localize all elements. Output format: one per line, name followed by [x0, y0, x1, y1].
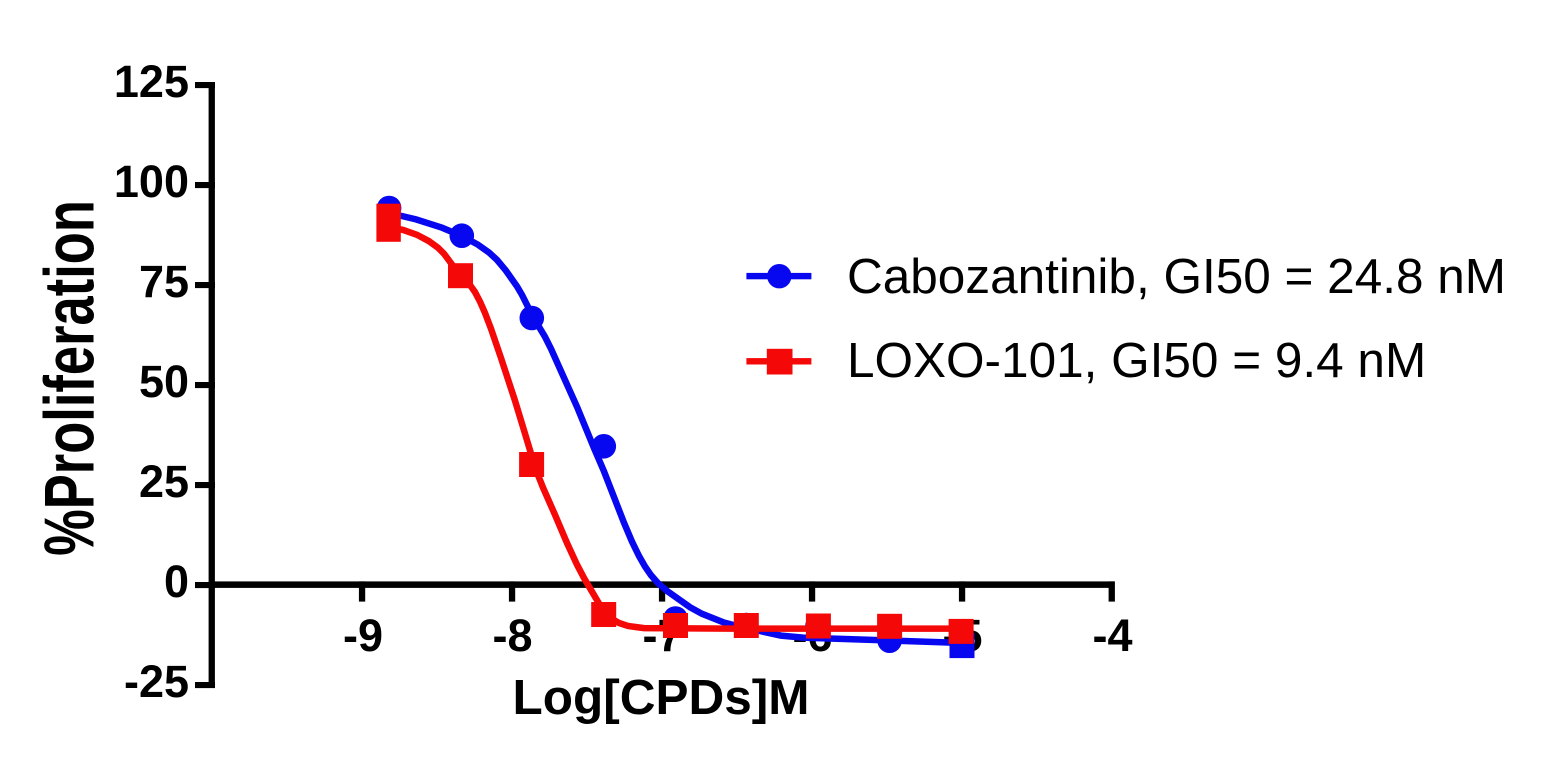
svg-text:-8: -8 [492, 610, 532, 661]
svg-text:25: 25 [139, 456, 189, 507]
svg-text:-4: -4 [1092, 610, 1132, 661]
svg-text:Log[CPDs]M: Log[CPDs]M [513, 670, 810, 725]
svg-text:-9: -9 [343, 610, 383, 661]
svg-text:-25: -25 [124, 656, 189, 707]
svg-text:Cabozantinib, GI50 = 24.8 nM: Cabozantinib, GI50 = 24.8 nM [847, 249, 1506, 304]
svg-text:125: 125 [114, 56, 189, 107]
svg-text:100: 100 [114, 156, 189, 207]
svg-text:75: 75 [139, 256, 189, 307]
svg-text:LOXO-101, GI50 = 9.4 nM: LOXO-101, GI50 = 9.4 nM [847, 333, 1426, 388]
svg-text:%Proliferation: %Proliferation [31, 200, 109, 556]
svg-text:0: 0 [164, 556, 189, 607]
svg-text:50: 50 [139, 356, 189, 407]
